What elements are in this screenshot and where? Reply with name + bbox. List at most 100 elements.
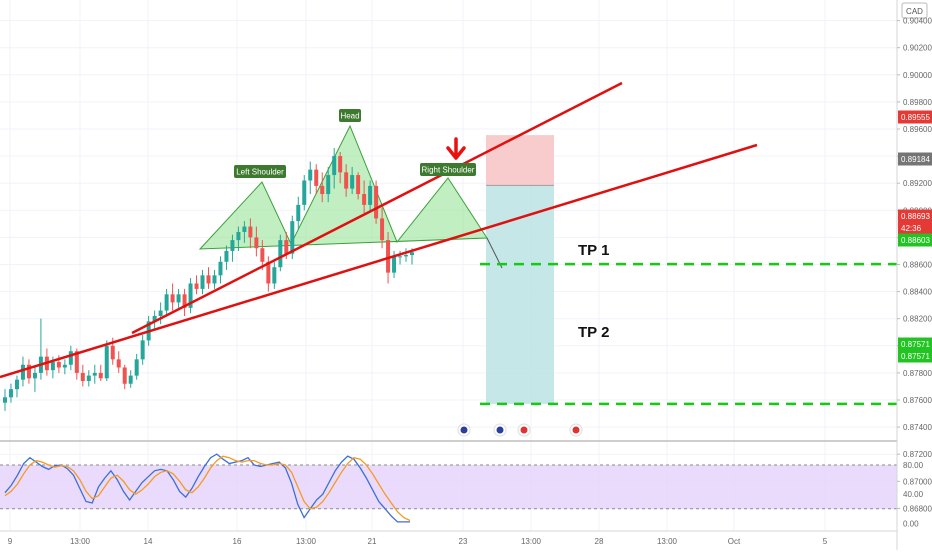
price-tick-label: 0.87400 <box>903 423 932 432</box>
candle-body <box>50 362 55 371</box>
pattern-badge-0 <box>234 165 286 178</box>
candle-body <box>230 240 235 251</box>
candle-body <box>350 175 355 189</box>
price-tick-label: 0.89800 <box>903 98 932 107</box>
candle-body <box>368 185 373 205</box>
price-tag-5 <box>898 337 932 351</box>
candle-body <box>344 172 349 189</box>
candle-body <box>110 345 115 360</box>
candle-body <box>224 250 229 262</box>
candle-body <box>302 180 307 205</box>
candle-body <box>194 283 199 289</box>
price-tag-label-4: 0.88603 <box>901 236 930 245</box>
price-tick-label: 0.90000 <box>903 71 932 80</box>
price-tag-1 <box>898 152 932 166</box>
price-tick-label: 0.87200 <box>903 450 932 459</box>
candle-body <box>212 275 217 284</box>
candle-body <box>32 372 37 379</box>
candle-body <box>122 367 127 384</box>
stochastic-band <box>0 465 897 509</box>
candle-body <box>278 240 283 268</box>
price-axis[interactable]: CAD 0.90400 0.90200 0.90000 0.89800 0.89600 0… <box>896 0 932 550</box>
event-flag-icon <box>520 426 528 434</box>
economic-events[interactable] <box>457 423 583 437</box>
event-flag-icon <box>572 426 580 434</box>
candle-body <box>26 364 31 379</box>
candle-body <box>320 185 325 195</box>
candle-body <box>98 372 103 379</box>
price-tick-label: 0.87800 <box>903 369 932 378</box>
candle-body <box>308 169 313 181</box>
candle-body <box>374 185 379 219</box>
candle-body <box>188 283 193 308</box>
candle-body <box>404 255 409 257</box>
candle-body <box>86 375 91 382</box>
candle-body <box>170 294 175 303</box>
candle-body <box>56 362 61 368</box>
candle-body <box>164 294 169 311</box>
candle-body <box>260 248 265 262</box>
event-flag-icon <box>496 426 504 434</box>
pattern-label-1: Head <box>340 112 359 121</box>
price-tag-3 <box>898 221 932 235</box>
currency-label: CAD <box>906 7 923 16</box>
candle-body <box>356 175 361 195</box>
candle-body <box>200 275 205 289</box>
candle-body <box>3 397 7 403</box>
time-tick-label: 13:00 <box>70 537 91 546</box>
candle-body <box>332 156 337 176</box>
candle-body <box>314 169 319 186</box>
tp-label-2: TP 2 <box>578 324 609 341</box>
pattern-label-2: Right Shoulder <box>422 166 475 175</box>
pattern-badge-2 <box>420 163 476 176</box>
currency-box[interactable] <box>901 2 928 19</box>
candle-body <box>326 175 331 195</box>
candle-body <box>116 359 121 368</box>
candle-body <box>134 359 139 376</box>
price-tick-label: 0.90400 <box>903 17 932 26</box>
price-tag-4 <box>898 233 932 247</box>
price-tick-label: 0.89600 <box>903 125 932 134</box>
candle-body <box>152 315 157 322</box>
candle-body <box>362 194 367 205</box>
price-tag-2 <box>898 209 932 223</box>
stochastic-pane <box>0 440 932 523</box>
trend-line-lower <box>0 143 758 379</box>
price-tag-label-1: 0.89184 <box>901 155 930 164</box>
candle-body <box>128 375 133 384</box>
pattern-label-0: Left Shoulder <box>236 168 284 177</box>
time-axis[interactable]: 9 13:00 14 16 13:00 21 23 13:00 28 13:00 Oct 5 <box>0 530 897 546</box>
price-tag-0 <box>898 110 932 124</box>
candle-body <box>20 364 25 380</box>
time-tick-label: 14 <box>144 537 153 546</box>
time-tick-label: 23 <box>459 537 468 546</box>
stochastic-tick-label: 80.00 <box>903 461 924 470</box>
candle-body <box>8 389 13 398</box>
price-tick-label: 0.88400 <box>903 288 932 297</box>
pattern-badge-1 <box>339 109 361 122</box>
price-tag-label-3: 42:36 <box>901 224 922 233</box>
trend-line-upper <box>131 81 623 335</box>
stochastic-tick-label: 0.00 <box>903 519 919 528</box>
candle-body <box>80 372 85 382</box>
candle-body <box>14 379 19 390</box>
price-tag-6 <box>898 349 932 363</box>
candle-body <box>296 204 301 222</box>
stop-loss-zone <box>486 135 554 186</box>
price-tick-label: 0.88200 <box>903 315 932 324</box>
price-tick-label: 0.87600 <box>903 396 932 405</box>
time-tick-label: 5 <box>823 537 828 546</box>
trade-zones <box>486 135 554 404</box>
candle-body <box>206 275 211 284</box>
time-tick-label: 28 <box>595 537 604 546</box>
candle-body <box>386 240 391 273</box>
candle-body <box>236 231 241 241</box>
drawings: TP 1 TP 2 Left Shoulder Head Right Shoulder <box>0 81 897 406</box>
price-tick-label: 0.90200 <box>903 44 932 53</box>
time-tick-label: 13:00 <box>521 537 542 546</box>
price-tags: 0.89555 0.89184 0.88693 42:36 0.88603 0.87571… <box>898 110 932 363</box>
candle-body <box>290 221 295 254</box>
